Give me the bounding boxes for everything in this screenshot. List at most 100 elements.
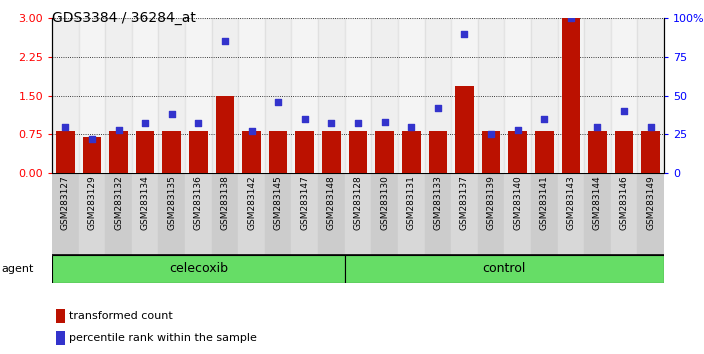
Text: GSM283140: GSM283140 — [513, 176, 522, 230]
Bar — [291, 173, 318, 255]
Bar — [584, 18, 611, 173]
Point — [512, 127, 523, 132]
Point — [539, 116, 550, 121]
Bar — [641, 131, 660, 173]
Text: GSM283134: GSM283134 — [141, 176, 150, 230]
Bar — [56, 309, 65, 323]
Bar — [531, 173, 558, 255]
Bar — [504, 173, 531, 255]
Point — [87, 136, 98, 142]
Point — [486, 131, 497, 137]
Bar — [345, 18, 371, 173]
Bar — [584, 173, 611, 255]
Bar — [508, 131, 527, 173]
Text: transformed count: transformed count — [68, 311, 172, 321]
Bar — [158, 173, 185, 255]
Bar — [52, 18, 79, 173]
Bar — [478, 18, 504, 173]
Bar — [56, 331, 65, 344]
Text: GSM283137: GSM283137 — [460, 176, 469, 230]
Text: GSM283149: GSM283149 — [646, 176, 655, 230]
Text: GSM283142: GSM283142 — [247, 176, 256, 230]
Bar — [425, 173, 451, 255]
Point — [459, 31, 470, 36]
Point — [353, 121, 364, 126]
Bar — [402, 131, 420, 173]
Text: GSM283144: GSM283144 — [593, 176, 602, 230]
Bar — [429, 131, 447, 173]
Point — [220, 39, 231, 44]
Bar — [136, 131, 154, 173]
Bar — [109, 131, 128, 173]
Bar — [79, 173, 105, 255]
Bar — [558, 173, 584, 255]
Text: GSM283143: GSM283143 — [567, 176, 575, 230]
Bar — [296, 131, 314, 173]
Bar — [52, 173, 79, 255]
Text: GSM283145: GSM283145 — [274, 176, 283, 230]
Bar — [482, 131, 501, 173]
Bar — [588, 131, 607, 173]
Text: GSM283135: GSM283135 — [168, 176, 176, 230]
Bar — [215, 96, 234, 173]
Bar — [398, 173, 425, 255]
Text: GSM283138: GSM283138 — [220, 176, 230, 230]
Bar — [375, 131, 394, 173]
Bar — [345, 173, 371, 255]
Point — [193, 121, 204, 126]
Bar — [185, 18, 212, 173]
Text: GSM283128: GSM283128 — [353, 176, 363, 230]
Point — [645, 124, 656, 129]
Text: GSM283131: GSM283131 — [407, 176, 416, 230]
Point — [139, 121, 151, 126]
Text: agent: agent — [1, 264, 34, 274]
Bar — [265, 18, 291, 173]
Text: GSM283141: GSM283141 — [540, 176, 548, 230]
Text: GSM283129: GSM283129 — [87, 176, 96, 230]
Bar — [318, 173, 345, 255]
Text: GSM283127: GSM283127 — [61, 176, 70, 230]
Text: GDS3384 / 36284_at: GDS3384 / 36284_at — [52, 11, 196, 25]
Text: GSM283147: GSM283147 — [301, 176, 309, 230]
Bar — [189, 131, 208, 173]
Bar — [238, 173, 265, 255]
Bar — [451, 18, 478, 173]
Bar — [158, 18, 185, 173]
Text: GSM283148: GSM283148 — [327, 176, 336, 230]
Bar — [478, 173, 504, 255]
Bar — [82, 137, 101, 173]
Text: control: control — [483, 263, 526, 275]
Bar — [371, 173, 398, 255]
Bar — [56, 131, 75, 173]
Bar — [132, 18, 158, 173]
Bar — [562, 18, 580, 173]
Bar — [455, 86, 474, 173]
Bar — [345, 255, 664, 283]
Bar — [611, 18, 637, 173]
Bar — [291, 18, 318, 173]
Text: celecoxib: celecoxib — [169, 263, 228, 275]
Bar — [637, 18, 664, 173]
Point — [406, 124, 417, 129]
Bar — [558, 18, 584, 173]
Point — [246, 128, 257, 134]
Point — [113, 127, 124, 132]
Bar — [269, 131, 287, 173]
Point — [592, 124, 603, 129]
Bar — [398, 18, 425, 173]
Bar — [425, 18, 451, 173]
Bar — [105, 173, 132, 255]
Text: GSM283133: GSM283133 — [434, 176, 442, 230]
Point — [565, 15, 577, 21]
Bar — [132, 173, 158, 255]
Bar — [322, 131, 341, 173]
Point — [272, 99, 284, 104]
Point — [326, 121, 337, 126]
Text: percentile rank within the sample: percentile rank within the sample — [68, 333, 256, 343]
Bar — [105, 18, 132, 173]
Text: GSM283139: GSM283139 — [486, 176, 496, 230]
Point — [166, 111, 177, 117]
Bar — [185, 173, 212, 255]
Bar — [265, 173, 291, 255]
Text: GSM283136: GSM283136 — [194, 176, 203, 230]
